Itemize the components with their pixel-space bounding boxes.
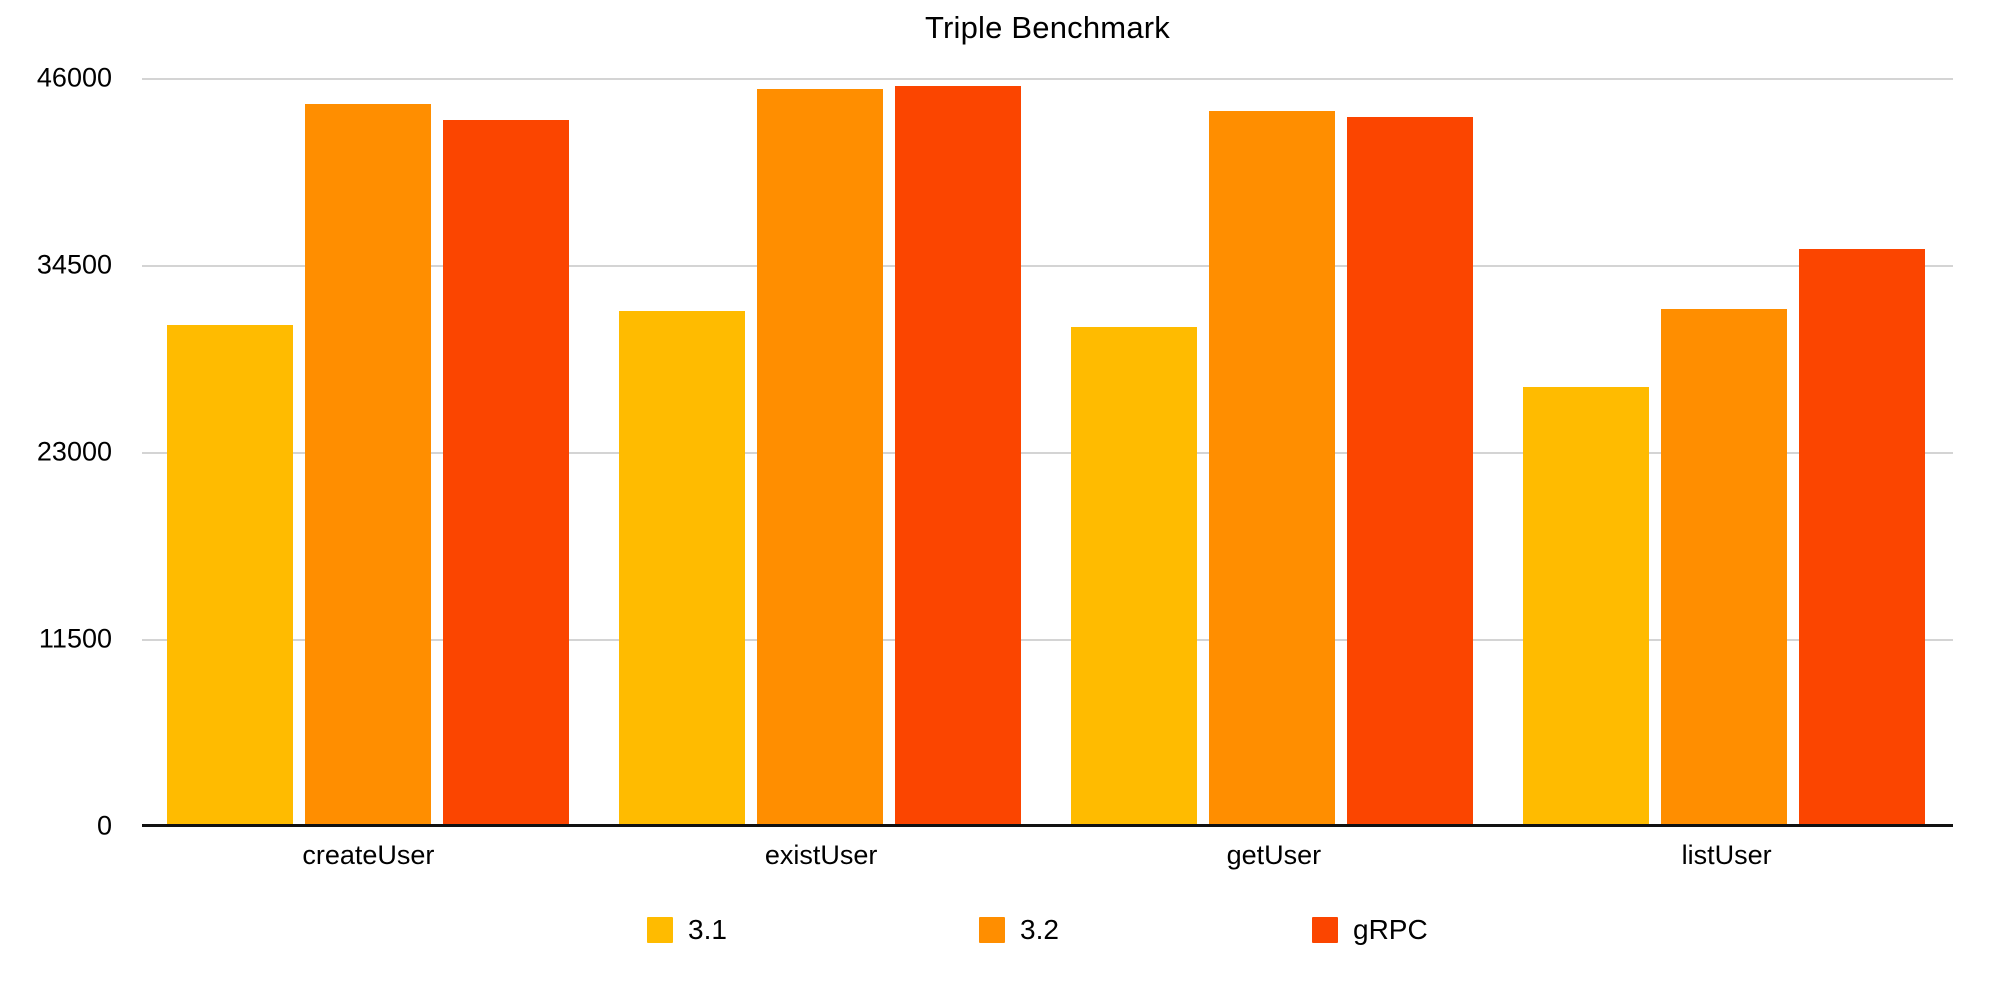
legend-swatch-gRPC: [1312, 917, 1338, 943]
bar-getUser-gRPC: [1347, 117, 1473, 826]
bar-group-existUser: [619, 78, 1021, 826]
legend-label-3.2: 3.2: [1020, 914, 1059, 945]
bar-createUser-gRPC: [443, 120, 569, 826]
y-tick-label-11500: 11500: [38, 623, 112, 654]
bar-listUser-3.1: [1523, 386, 1649, 826]
y-tick-label-23000: 23000: [36, 436, 112, 467]
y-tick-label-0: 0: [96, 810, 112, 841]
x-tick-label-getUser: getUser: [1226, 840, 1322, 870]
bar-listUser-3.2: [1661, 308, 1787, 826]
bar-existUser-3.1: [619, 310, 745, 826]
legend-item-3.2: 3.2: [979, 913, 1059, 947]
x-tick-label-existUser: existUser: [764, 840, 878, 870]
bar-group-listUser: [1523, 78, 1925, 826]
x-tick-label-createUser: createUser: [302, 840, 435, 870]
gridline-34500: [142, 265, 1953, 267]
bar-group-getUser: [1071, 78, 1473, 826]
x-axis-line: [142, 824, 1953, 827]
gridline-11500: [142, 639, 1953, 641]
x-axis-labels: createUser existUser getUser listUser: [142, 840, 1953, 871]
legend-swatch-3.1: [647, 917, 673, 943]
legend-label-gRPC: gRPC: [1353, 914, 1428, 945]
bar-createUser-3.2: [305, 104, 431, 826]
legend-label-3.1: 3.1: [688, 914, 727, 945]
plot-area: [142, 78, 1953, 827]
bars-row: [142, 78, 1953, 826]
bar-createUser-3.1: [167, 325, 293, 826]
bar-group-createUser: [167, 78, 569, 826]
bar-getUser-3.2: [1209, 110, 1335, 826]
legend-item-3.1: 3.1: [647, 913, 727, 947]
x-tick-label-listUser: listUser: [1681, 840, 1772, 870]
gridline-46000: [142, 78, 1953, 80]
legend-item-gRPC: gRPC: [1312, 913, 1428, 947]
bar-existUser-3.2: [757, 89, 883, 826]
y-tick-label-34500: 34500: [36, 249, 112, 280]
gridline-23000: [142, 452, 1953, 454]
chart-title: Triple Benchmark: [925, 10, 1170, 45]
bar-existUser-gRPC: [895, 86, 1021, 826]
bar-listUser-gRPC: [1799, 248, 1925, 826]
bar-getUser-3.1: [1071, 326, 1197, 826]
legend-swatch-3.2: [979, 917, 1005, 943]
y-tick-label-46000: 46000: [36, 62, 112, 93]
